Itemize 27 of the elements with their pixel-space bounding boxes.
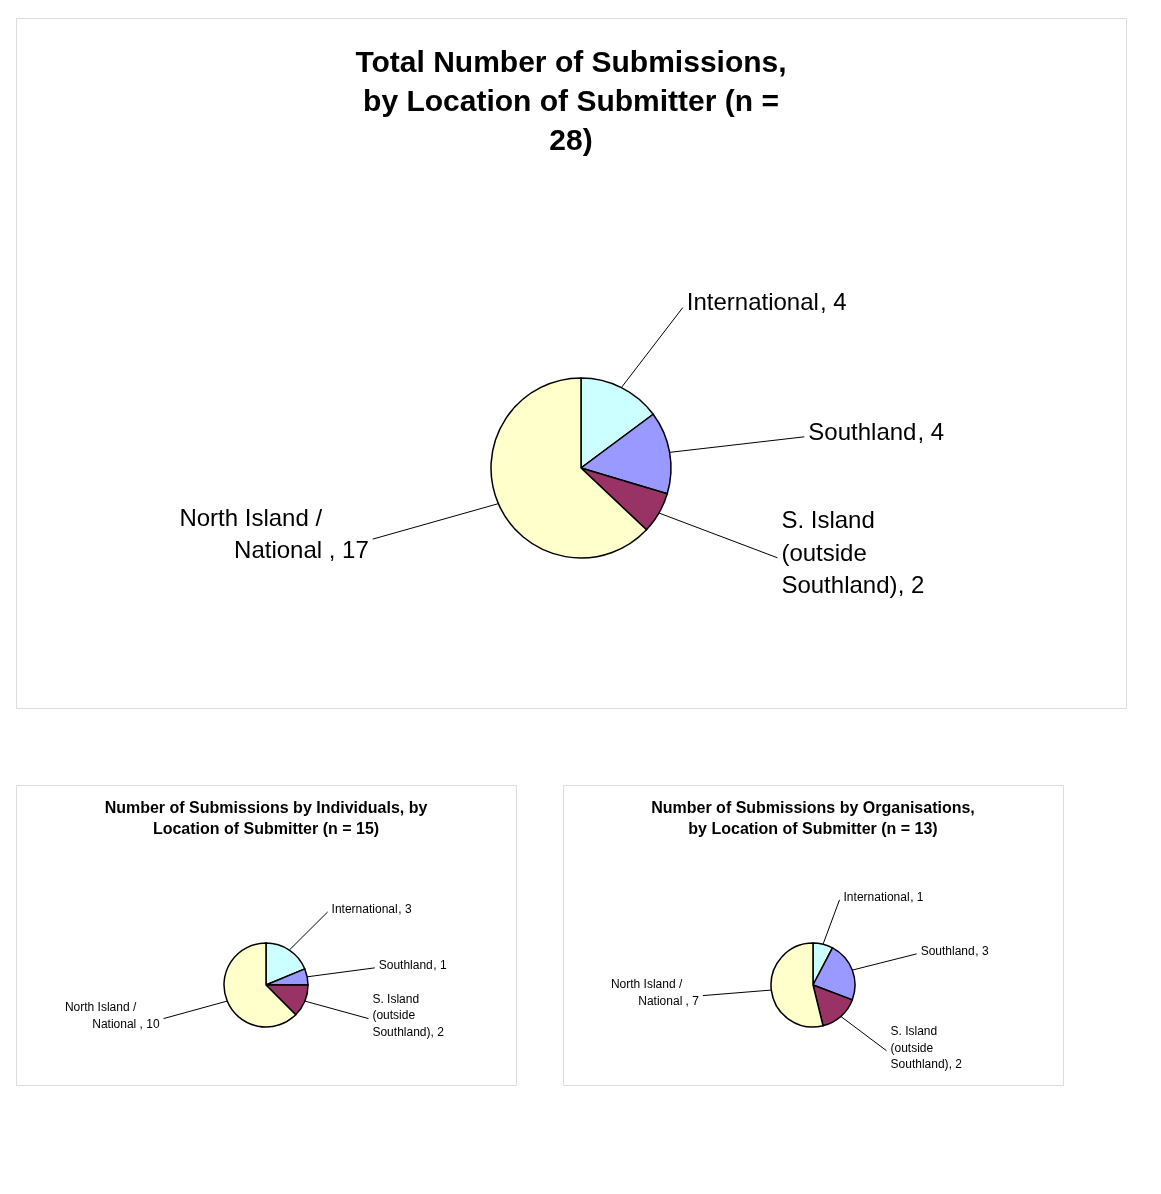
data-label: , 4 [820, 288, 847, 316]
data-label: , 2 [897, 570, 925, 598]
slice-label: Southland [378, 957, 433, 972]
data-label: , 2 [430, 1024, 445, 1039]
data-label: , 1 [433, 957, 447, 972]
data-label: , 1 [910, 889, 924, 904]
data-label: , 7 [685, 993, 700, 1008]
data-label: , 2 [948, 1056, 963, 1071]
slice-label: S. Island (outside Southland) [781, 506, 898, 598]
slice-label: Southland [920, 943, 975, 958]
chart-title: Number of Submissions by Individuals, by Location of Submitter (n = 15) [104, 799, 428, 837]
slice-label: Southland [808, 417, 917, 445]
data-label: , 10 [139, 1016, 160, 1031]
slice-label: North Island / National [179, 503, 323, 564]
data-label: , 3 [398, 901, 412, 916]
data-label: , 17 [328, 536, 369, 564]
slice-label: North Island / National [64, 1000, 137, 1031]
chart-title: Total Number of Submissions, by Location of Submitter (n = 28) [355, 45, 787, 156]
slice-label: S. Island (outside Southland) [890, 1024, 949, 1071]
slice-label: International [843, 889, 910, 904]
slice-label: International [686, 288, 819, 316]
chart-title: Number of Submissions by Organisations, by Location of Submitter (n = 13) [651, 799, 975, 837]
data-label: , 3 [975, 943, 989, 958]
slice-label: S. Island (outside Southland) [372, 992, 431, 1039]
slice-label: International [331, 901, 398, 916]
slice-label: North Island / National [610, 977, 683, 1008]
data-label: , 4 [917, 417, 945, 445]
